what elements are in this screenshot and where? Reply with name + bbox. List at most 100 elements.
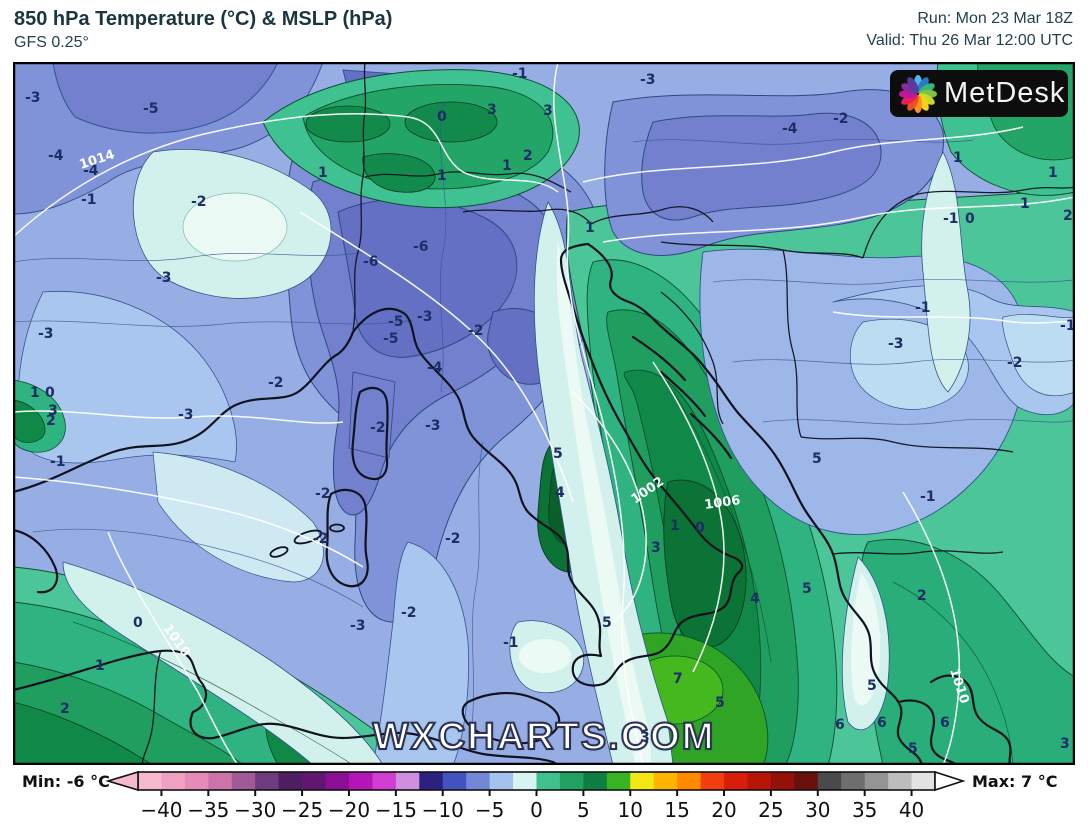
svg-text:0: 0 [965, 211, 975, 227]
weather-map: 1014 1010 1002 1006 1010 -3 -5 -4 -4 -1 -2 -3 -1 -3 0… [13, 62, 1075, 765]
svg-text:1: 1 [670, 518, 680, 534]
islands [269, 523, 345, 558]
svg-text:-1: -1 [503, 635, 519, 651]
svg-text:-2: -2 [315, 486, 331, 502]
svg-text:-6: -6 [413, 239, 429, 255]
temperature-colorbar: −40 −35 −30 −25 −20 −15 −10 −5 0 5 10 15 20 25 30 35 40 … [22, 770, 1057, 822]
svg-text:4: 4 [555, 485, 565, 501]
svg-text:-1: -1 [915, 300, 931, 316]
svg-text:3: 3 [1060, 736, 1070, 752]
valid-label: Valid: Thu 26 Mar 12:00 UTC [866, 32, 1073, 49]
svg-text:5: 5 [812, 451, 822, 467]
svg-text:-1: -1 [512, 66, 528, 82]
svg-text:-3: -3 [38, 326, 54, 342]
svg-text:-3: -3 [25, 90, 41, 106]
svg-text:-2: -2 [401, 605, 417, 621]
svg-text:-2: -2 [468, 323, 484, 339]
svg-text:2: 2 [523, 148, 533, 164]
map-frame [13, 62, 1075, 765]
metdesk-logo-text: MetDesk [944, 77, 1066, 109]
svg-text:−25: −25 [281, 798, 323, 822]
svg-text:-2: -2 [445, 531, 461, 547]
svg-text:1006: 1006 [703, 493, 741, 513]
svg-text:-3: -3 [350, 618, 366, 634]
svg-text:5: 5 [602, 615, 612, 631]
max-temperature-label: Max: 7 °C [972, 772, 1057, 791]
svg-text:40: 40 [899, 798, 924, 822]
svg-text:-2: -2 [268, 375, 284, 391]
page-title: 850 hPa Temperature (°C) & MSLP (hPa) [14, 8, 393, 30]
svg-text:1: 1 [437, 168, 447, 184]
svg-text:-1: -1 [943, 211, 959, 227]
svg-text:2: 2 [60, 701, 70, 717]
svg-text:6: 6 [877, 715, 887, 731]
svg-text:-3: -3 [888, 336, 904, 352]
svg-text:−30: −30 [234, 798, 276, 822]
svg-text:-3: -3 [417, 309, 433, 325]
svg-text:30: 30 [805, 798, 830, 822]
svg-text:1: 1 [30, 385, 40, 401]
svg-text:-1: -1 [920, 489, 936, 505]
run-label: Run: Mon 23 Mar 18Z [917, 10, 1073, 27]
svg-text:-3: -3 [640, 72, 656, 88]
svg-text:-1: -1 [81, 192, 97, 208]
svg-text:0: 0 [133, 615, 143, 631]
svg-text:3: 3 [543, 103, 553, 119]
mslp-isobars [13, 62, 1075, 765]
svg-text:5: 5 [802, 581, 812, 597]
svg-text:-5: -5 [383, 331, 399, 347]
svg-text:−40: −40 [140, 798, 182, 822]
svg-text:7: 7 [673, 671, 683, 687]
svg-text:-5: -5 [388, 314, 404, 330]
svg-text:−35: −35 [187, 798, 229, 822]
svg-text:-5: -5 [143, 101, 159, 117]
metdesk-logo: MetDesk [890, 70, 1068, 117]
svg-text:-1: -1 [1060, 318, 1075, 334]
svg-text:2: 2 [917, 588, 927, 604]
svg-text:15: 15 [664, 798, 689, 822]
svg-text:0: 0 [695, 520, 705, 536]
country-borders [141, 62, 1075, 765]
svg-text:5: 5 [908, 741, 918, 757]
svg-text:1: 1 [95, 658, 105, 674]
svg-text:5: 5 [553, 446, 563, 462]
svg-text:-4: -4 [83, 163, 99, 179]
colorbar-ticks: −40 −35 −30 −25 −20 −15 −10 −5 0 5 10 15 20 25 30 35 40 [140, 790, 924, 822]
run-valid-block: Run: Mon 23 Mar 18Z Valid: Thu 26 Mar 12… [866, 8, 1073, 52]
svg-text:-6: -6 [363, 254, 379, 270]
svg-text:1: 1 [318, 165, 328, 181]
svg-text:6: 6 [835, 717, 845, 733]
svg-text:−10: −10 [422, 798, 464, 822]
wxcharts-watermark: WXCHARTS.COM [372, 715, 716, 759]
svg-text:4: 4 [750, 591, 760, 607]
colorbar-arrows [105, 770, 966, 792]
svg-text:-4: -4 [427, 360, 443, 376]
metdesk-pinwheel-icon [899, 74, 937, 113]
svg-text:-4: -4 [782, 121, 798, 137]
svg-text:-2: -2 [370, 420, 386, 436]
svg-text:-2: -2 [1007, 355, 1023, 371]
svg-text:2: 2 [1063, 208, 1073, 224]
svg-text:5: 5 [577, 798, 590, 822]
svg-text:6: 6 [940, 715, 950, 731]
svg-text:3: 3 [640, 730, 650, 746]
svg-text:25: 25 [758, 798, 783, 822]
svg-text:1: 1 [953, 150, 963, 166]
thin-green-contours [72, 361, 1014, 765]
svg-text:-3: -3 [425, 418, 441, 434]
temperature-labels: -3 -5 -4 -4 -1 -2 -3 -1 -3 0 3 3 2 1 1 1 -4 -2 1 1 1 2 -1 0 -6 -6… [25, 66, 1075, 757]
colorbar-cells [137, 771, 936, 791]
svg-text:-3: -3 [178, 407, 194, 423]
svg-text:3: 3 [48, 403, 58, 419]
svg-text:1: 1 [585, 220, 595, 236]
svg-text:0: 0 [437, 109, 447, 125]
svg-text:-2: -2 [191, 194, 207, 210]
svg-text:0: 0 [45, 385, 55, 401]
svg-text:0: 0 [530, 798, 543, 822]
min-temperature-label: Min: -6 °C [22, 772, 110, 791]
svg-text:-1: -1 [50, 454, 66, 470]
svg-text:-2: -2 [833, 111, 849, 127]
svg-text:1: 1 [1048, 165, 1058, 181]
